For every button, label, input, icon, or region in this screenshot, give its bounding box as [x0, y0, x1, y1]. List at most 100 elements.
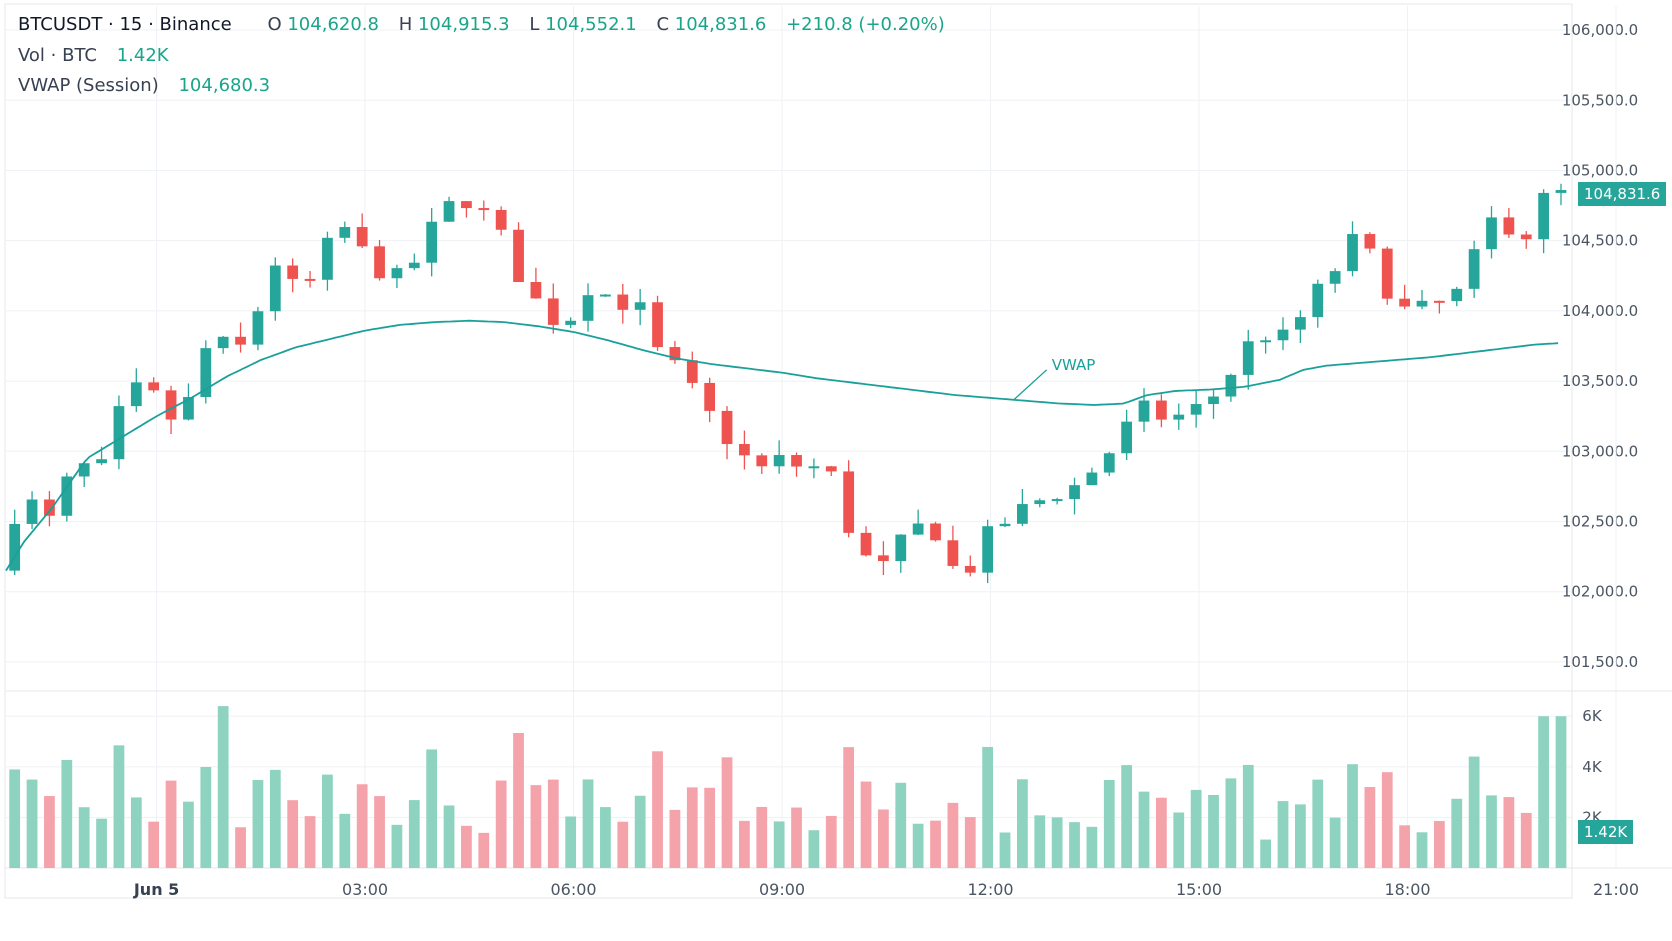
volume-bar — [704, 787, 716, 868]
candle — [947, 525, 959, 569]
volume-bar — [1399, 825, 1411, 868]
candle-body — [1260, 340, 1272, 343]
volume-bar — [408, 800, 420, 868]
candle — [565, 317, 577, 329]
candle-body — [183, 396, 194, 420]
ohlc-open-key: O — [267, 14, 282, 35]
candle — [1277, 317, 1289, 351]
volume-bar — [930, 820, 941, 868]
volume-bar — [999, 832, 1011, 868]
candle-body — [44, 499, 55, 516]
candle-body — [964, 565, 976, 573]
candle — [478, 200, 490, 221]
volume-bar — [443, 805, 455, 868]
price-change: +210.8 (+0.20%) — [786, 14, 945, 35]
volume-bar — [600, 807, 611, 868]
volume-bar — [808, 830, 820, 868]
volume-bar — [756, 806, 768, 868]
candle-body — [1538, 192, 1550, 240]
candle — [1538, 189, 1550, 254]
candle — [1347, 221, 1358, 277]
volume-bar — [652, 751, 663, 868]
candle-body — [1294, 317, 1306, 330]
candle-body — [78, 463, 90, 477]
candle — [1520, 231, 1532, 249]
candle-body — [1069, 485, 1080, 500]
candle-body — [200, 348, 212, 397]
volume-bar — [1364, 787, 1376, 868]
candle — [1555, 183, 1567, 206]
volume-bar — [217, 706, 229, 868]
candle — [1051, 497, 1063, 505]
volume-bar — [322, 774, 333, 868]
candle — [461, 201, 472, 218]
volume-bar — [9, 769, 21, 868]
candle — [44, 491, 55, 527]
volume-bar — [1017, 779, 1028, 868]
candle-body — [1173, 414, 1185, 420]
candle — [217, 335, 229, 354]
ohlc-low-value: 104,552.1 — [545, 14, 637, 35]
candle-body — [26, 499, 38, 524]
candle — [269, 257, 281, 321]
candle — [1103, 451, 1115, 477]
candle — [1451, 286, 1463, 307]
volume-bar — [374, 796, 385, 868]
candle — [1121, 409, 1133, 460]
candle — [374, 240, 385, 281]
candle — [982, 519, 994, 584]
candle — [600, 294, 611, 297]
candle-body — [1190, 404, 1202, 415]
volume-bar — [617, 821, 629, 868]
volume-bar — [1503, 797, 1515, 868]
price-tick-label: 105,000.0 — [1562, 161, 1638, 179]
candle-body — [1121, 421, 1133, 454]
volume-bar — [78, 807, 90, 868]
candle-body — [634, 302, 646, 310]
volume-bar — [721, 757, 733, 868]
time-tick-label: 06:00 — [551, 880, 597, 899]
candle-body — [61, 476, 73, 516]
candle — [582, 283, 594, 332]
volume-bar — [1277, 801, 1289, 868]
volume-bar — [391, 824, 403, 868]
volume-bar — [304, 816, 316, 868]
price-tick-label: 103,500.0 — [1562, 372, 1638, 390]
candle — [408, 253, 420, 271]
candle — [9, 509, 21, 576]
candle — [1486, 206, 1497, 259]
volume-bar — [565, 816, 577, 868]
volume-bar — [200, 767, 212, 868]
candle — [704, 377, 716, 423]
candle — [443, 196, 455, 222]
candle-body — [808, 466, 820, 469]
ohlc-close-value: 104,831.6 — [674, 14, 767, 35]
candle-body — [1208, 396, 1219, 405]
volume-legend: Vol · BTC 1.42K — [18, 45, 183, 66]
volume-bar — [1486, 795, 1497, 868]
price-tick-label: 103,000.0 — [1562, 442, 1638, 460]
candle-body — [130, 382, 142, 407]
candle-body — [930, 523, 941, 541]
candle — [686, 351, 698, 389]
candle-body — [1103, 453, 1115, 473]
volume-bar — [912, 823, 924, 868]
candle — [1364, 232, 1376, 254]
candle — [339, 221, 351, 243]
candle — [1416, 290, 1428, 310]
volume-bar — [1138, 791, 1150, 868]
volume-bar — [1103, 780, 1115, 868]
volume-bar — [1208, 794, 1219, 868]
candle — [878, 541, 889, 576]
candle-body — [1468, 249, 1480, 289]
candle-body — [339, 227, 351, 238]
candle-body — [113, 406, 125, 460]
candle-body — [513, 229, 524, 283]
candle — [200, 340, 212, 404]
candle-body — [495, 209, 507, 230]
time-tick-label: 18:00 — [1384, 880, 1430, 899]
candle-body — [165, 390, 177, 420]
volume-bar — [634, 795, 646, 868]
candle — [912, 509, 924, 536]
